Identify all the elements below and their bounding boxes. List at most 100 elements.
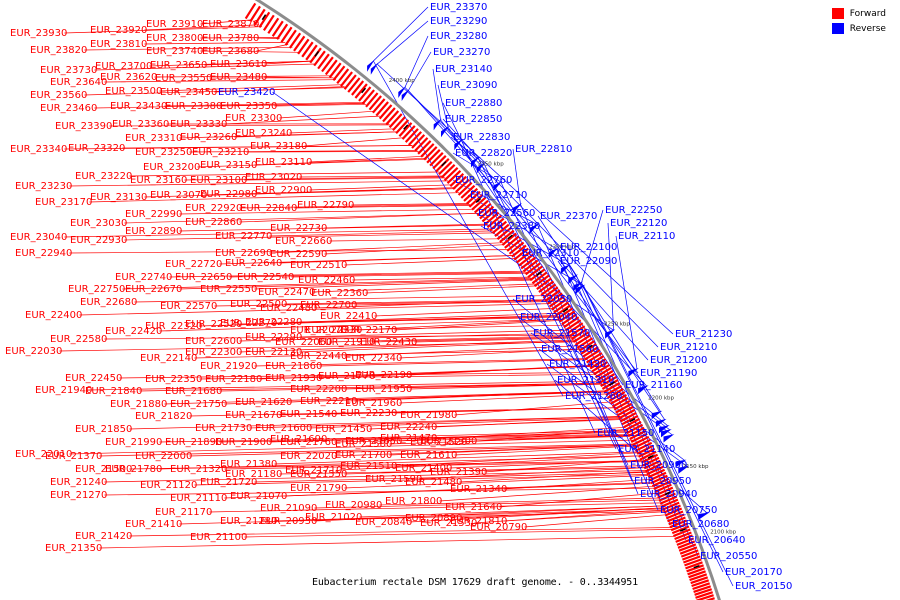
- reverse-leader: [437, 84, 449, 128]
- forward-leader: [69, 439, 633, 455]
- forward-leader: [199, 315, 559, 327]
- gap-mark: [562, 307, 569, 313]
- forward-leader: [159, 455, 641, 470]
- forward-gene-mark: [504, 235, 520, 249]
- forward-leader: [69, 249, 509, 254]
- reverse-gene-mark: [573, 281, 584, 292]
- forward-gene-label: EUR_23730: [40, 65, 97, 76]
- reverse-gene-label: EUR_20680: [672, 519, 729, 530]
- forward-gene-label: EUR_22000: [135, 451, 192, 462]
- forward-gene-label: EUR_21500: [75, 464, 132, 475]
- reverse-leader: [442, 102, 462, 141]
- forward-gene-mark: [668, 516, 686, 526]
- reverse-gene-label: EUR_22760: [455, 175, 512, 186]
- forward-gene-mark: [305, 44, 318, 61]
- forward-gene-label: EUR_21450: [315, 424, 372, 435]
- forward-gene-label: EUR_21930: [265, 373, 322, 384]
- forward-gene-label: EUR_22790: [297, 200, 354, 211]
- forward-gene-mark: [513, 247, 529, 261]
- forward-leader: [365, 285, 537, 294]
- forward-gene-label: EUR_23450: [160, 87, 217, 98]
- gap-mark: [536, 271, 542, 276]
- reverse-leader: [500, 181, 633, 482]
- forward-gene-label: EUR_22200: [290, 384, 347, 395]
- forward-gene-mark: [522, 259, 539, 273]
- reverse-gene-label: EUR_22250: [605, 205, 662, 216]
- reverse-gene-label: EUR_20550: [700, 551, 757, 562]
- forward-leader: [309, 155, 424, 163]
- forward-gene-mark: [417, 140, 432, 155]
- reverse-swatch: [831, 23, 844, 34]
- forward-gene-mark: [613, 399, 631, 411]
- reverse-gene-label: EUR_22830: [453, 132, 510, 143]
- forward-gene-label: EUR_21530: [420, 518, 477, 529]
- forward-gene-mark: [481, 208, 497, 223]
- forward-leader: [309, 417, 621, 429]
- forward-gene-label: EUR_22640: [225, 258, 282, 269]
- forward-gene-label: EUR_22520: [185, 319, 242, 330]
- reverse-gene-mark: [605, 329, 616, 339]
- forward-leader: [144, 42, 286, 45]
- forward-gene-label: EUR_22190: [355, 370, 412, 381]
- forward-gene-mark: [610, 394, 628, 405]
- reverse-gene-label: EUR_21260: [565, 391, 622, 402]
- reverse-leader: [607, 222, 614, 331]
- reverse-leader: [557, 246, 661, 412]
- forward-gene-mark: [518, 253, 534, 267]
- forward-gene-label: EUR_23620: [100, 72, 157, 83]
- kbp-tick-label: 2300 kbp: [549, 245, 575, 251]
- forward-leader: [304, 137, 404, 147]
- forward-gene-label: EUR_21270: [50, 490, 107, 501]
- forward-gene-mark: [683, 555, 701, 564]
- forward-gene-label: EUR_23780: [202, 33, 259, 44]
- forward-gene-label: EUR_21340: [450, 484, 507, 495]
- forward-gene-label: EUR_20790: [470, 522, 527, 533]
- forward-gene-label: EUR_21280: [220, 516, 277, 527]
- forward-gene-mark: [615, 402, 633, 414]
- forward-gene-label: EUR_22890: [125, 226, 182, 237]
- reverse-gene-mark: [560, 264, 571, 275]
- forward-gene-mark: [619, 411, 637, 423]
- forward-leader: [504, 511, 666, 522]
- forward-gene-mark: [249, 5, 261, 23]
- forward-gene-mark: [262, 14, 275, 32]
- forward-gene-mark: [655, 486, 674, 496]
- forward-leader: [256, 37, 280, 39]
- reverse-leader: [450, 136, 485, 164]
- forward-gene-mark: [636, 444, 654, 455]
- forward-gene-mark: [426, 149, 441, 164]
- reverse-leader: [512, 148, 521, 205]
- legend-reverse: Reverse: [831, 23, 886, 34]
- forward-gene-mark: [546, 292, 563, 305]
- forward-leader: [234, 131, 398, 138]
- forward-gene-label: EUR_23390: [55, 121, 112, 132]
- forward-gene-mark: [465, 190, 481, 205]
- reverse-leader: [432, 68, 441, 121]
- forward-gene-mark: [511, 244, 527, 258]
- forward-leader: [344, 382, 602, 390]
- forward-leader: [394, 319, 562, 331]
- forward-gene-mark: [653, 480, 671, 491]
- forward-gene-mark: [569, 325, 586, 338]
- forward-gene-label: EUR_23610: [210, 59, 267, 70]
- forward-gene-mark: [385, 110, 400, 126]
- forward-gene-label: EUR_22860: [185, 217, 242, 228]
- forward-gene-mark: [280, 26, 293, 43]
- forward-gene-label: EUR_21540: [280, 409, 337, 420]
- forward-gene-label: EUR_21420: [75, 531, 132, 542]
- forward-gene-mark: [540, 283, 557, 296]
- forward-gene-label: EUR_21990: [105, 437, 162, 448]
- forward-gene-mark: [663, 504, 681, 514]
- reverse-gene-label: EUR_20640: [688, 535, 745, 546]
- forward-gene-mark: [690, 576, 709, 585]
- forward-gene-label: EUR_20930: [260, 516, 317, 527]
- forward-gene-label: EUR_23100: [190, 175, 247, 186]
- forward-gene-mark: [441, 164, 456, 179]
- forward-gene-mark: [623, 417, 641, 429]
- forward-gene-mark: [542, 286, 559, 299]
- forward-leader: [169, 270, 526, 278]
- forward-gene-mark: [494, 223, 510, 238]
- forward-gene-label: EUR_22170: [340, 325, 397, 336]
- forward-gene-mark: [632, 435, 650, 446]
- forward-gene-mark: [423, 146, 438, 161]
